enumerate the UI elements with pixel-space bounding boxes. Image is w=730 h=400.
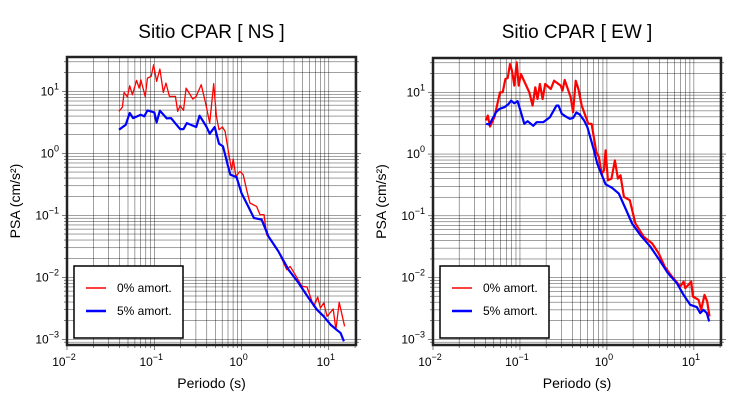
x-tick-exponent: 1 — [695, 352, 700, 362]
x-tick-exponent: 1 — [330, 352, 335, 362]
y-tick-label: 10−2 — [35, 267, 59, 284]
legend-label: 5% amort. — [483, 304, 538, 318]
x-tick-base: 10 — [317, 355, 331, 369]
y-tick-exponent: 1 — [54, 81, 59, 91]
x-tick-base: 10 — [418, 355, 432, 369]
y-tick-label: 10−2 — [401, 268, 425, 285]
x-tick-label: 10−1 — [139, 352, 163, 369]
y-axis-label: PSA (cm/s²) — [373, 164, 389, 239]
series-line-damping-0 — [118, 64, 346, 331]
y-tick-exponent: −2 — [49, 267, 59, 277]
plot-frame — [431, 56, 723, 347]
y-tick-label: 100 — [41, 143, 59, 160]
y-tick-label: 10−3 — [401, 329, 425, 346]
chart-title: Sitio CPAR [ EW ] — [502, 22, 653, 43]
grid — [428, 58, 726, 350]
plot-frame — [65, 55, 358, 347]
series-line-damping-5 — [485, 99, 711, 322]
x-tick-base: 10 — [229, 355, 243, 369]
x-tick-exponent: −2 — [66, 352, 76, 362]
legend: 0% amort. 5% amort. — [439, 265, 550, 339]
x-tick-label: 100 — [229, 352, 247, 369]
x-tick-label: 10−2 — [418, 352, 442, 369]
x-tick-exponent: −1 — [519, 352, 529, 362]
x-tick-exponent: −1 — [153, 352, 163, 362]
x-tick-exponent: 0 — [243, 352, 248, 362]
y-axis-label: PSA (cm/s²) — [7, 164, 23, 239]
legend: 0% amort. 5% amort. — [73, 265, 184, 339]
x-tick-label: 100 — [595, 352, 613, 369]
legend-label: 0% amort. — [117, 281, 172, 295]
x-tick-label: 101 — [682, 352, 700, 369]
y-tick-label: 10−1 — [35, 205, 59, 222]
x-tick-base: 10 — [682, 355, 696, 369]
x-tick-label: 10−1 — [505, 352, 529, 369]
x-tick-base: 10 — [139, 355, 153, 369]
y-tick-exponent: −3 — [49, 329, 59, 339]
y-tick-label: 10−1 — [401, 206, 425, 223]
y-tick-base: 10 — [35, 332, 49, 346]
y-tick-base: 10 — [401, 332, 415, 346]
y-tick-base: 10 — [35, 208, 49, 222]
y-tick-exponent: −1 — [415, 206, 425, 216]
legend-box — [439, 265, 550, 339]
x-tick-base: 10 — [595, 355, 609, 369]
y-tick-label: 101 — [41, 81, 59, 98]
x-tick-base: 10 — [52, 355, 66, 369]
y-tick-base: 10 — [41, 146, 55, 160]
legend-box — [73, 265, 184, 339]
y-tick-label: 101 — [407, 82, 425, 99]
y-tick-exponent: −3 — [415, 329, 425, 339]
legend-label: 0% amort. — [483, 281, 538, 295]
y-tick-exponent: −1 — [49, 205, 59, 215]
y-tick-base: 10 — [35, 270, 49, 284]
y-tick-base: 10 — [41, 84, 55, 98]
y-tick-base: 10 — [407, 147, 421, 161]
series-line-damping-5 — [118, 109, 345, 342]
y-tick-exponent: −2 — [415, 268, 425, 278]
x-axis-label: Periodo (s) — [543, 375, 611, 391]
chart-title: Sitio CPAR [ NS ] — [138, 22, 284, 43]
y-tick-base: 10 — [407, 85, 421, 99]
x-tick-exponent: 0 — [608, 352, 613, 362]
x-axis-label: Periodo (s) — [177, 375, 245, 391]
y-tick-label: 10−3 — [35, 329, 59, 346]
y-tick-label: 100 — [407, 144, 425, 161]
y-tick-exponent: 0 — [420, 144, 425, 154]
x-tick-label: 10−2 — [52, 352, 76, 369]
x-tick-label: 101 — [317, 352, 335, 369]
y-tick-exponent: 1 — [420, 82, 425, 92]
x-tick-exponent: −2 — [432, 352, 442, 362]
y-tick-base: 10 — [401, 209, 415, 223]
y-tick-base: 10 — [401, 271, 415, 285]
y-tick-exponent: 0 — [54, 143, 59, 153]
x-tick-base: 10 — [505, 355, 519, 369]
legend-label: 5% amort. — [117, 304, 172, 318]
